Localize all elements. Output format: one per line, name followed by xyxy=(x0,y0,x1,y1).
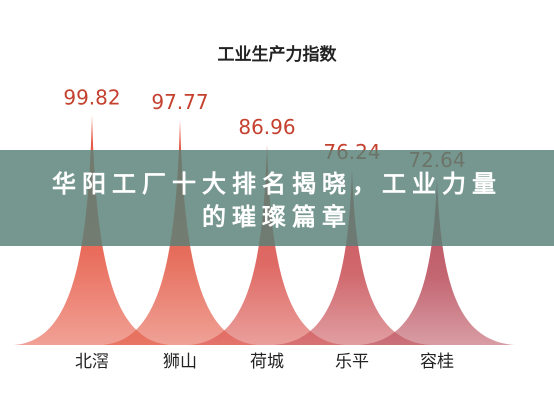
value-label: 86.96 xyxy=(238,115,295,139)
value-label: 99.82 xyxy=(63,86,120,110)
x-tick-label: 北滘 xyxy=(75,352,109,372)
x-tick-label: 容桂 xyxy=(420,352,454,372)
banner-text: 华阳工厂十大排名揭晓，工业力量的璀璨篇章 xyxy=(52,170,502,231)
x-tick-label: 荷城 xyxy=(250,352,284,372)
chart-title: 工业生产力指数 xyxy=(218,44,338,65)
x-tick-label: 乐平 xyxy=(335,352,369,372)
banner xyxy=(0,150,554,246)
spike xyxy=(359,177,515,345)
spike xyxy=(274,169,430,345)
value-label: 97.77 xyxy=(151,90,208,114)
x-tick-label: 狮山 xyxy=(163,352,197,372)
